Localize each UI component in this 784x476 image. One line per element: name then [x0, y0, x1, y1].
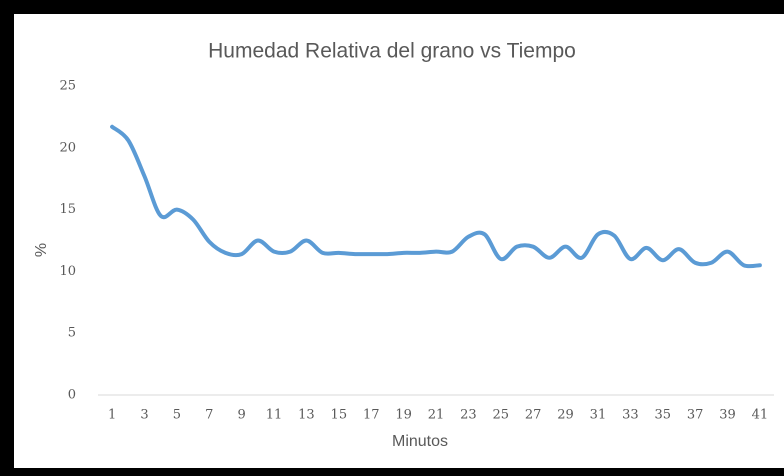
- y-tick-label: 0: [68, 388, 76, 403]
- x-tick-label: 21: [428, 408, 445, 423]
- x-tick-label: 19: [395, 408, 412, 423]
- x-tick-label: 23: [460, 408, 477, 423]
- chart-title: Humedad Relativa del grano vs Tiempo: [208, 40, 576, 63]
- x-tick-label: 13: [298, 408, 315, 423]
- x-tick-label: 11: [266, 408, 283, 423]
- x-tick-label: 3: [140, 408, 148, 423]
- x-tick-label: 17: [363, 408, 380, 423]
- x-tick-label: 27: [525, 408, 542, 423]
- plot-background: [14, 14, 784, 468]
- x-tick-label: 33: [622, 408, 639, 423]
- y-tick-label: 20: [59, 140, 76, 155]
- x-tick-label: 41: [752, 408, 769, 423]
- line-series: [110, 124, 762, 269]
- y-axis-label: %: [33, 243, 50, 257]
- x-tick-label: 5: [173, 408, 181, 423]
- y-tick-label: 25: [59, 79, 76, 94]
- y-tick-label: 15: [59, 202, 76, 217]
- y-tick-label: 5: [68, 326, 76, 341]
- y-tick-label: 10: [59, 264, 76, 279]
- x-tick-label: 35: [654, 408, 671, 423]
- x-tick-label: 37: [687, 408, 704, 423]
- x-tick-label: 31: [590, 408, 607, 423]
- x-tick-label: 39: [719, 408, 736, 423]
- x-tick-label: 15: [331, 408, 348, 423]
- x-tick-label: 9: [238, 408, 246, 423]
- x-tick-label: 29: [557, 408, 574, 423]
- x-axis-label: Minutos: [392, 433, 448, 450]
- x-tick-label: 1: [108, 408, 116, 423]
- x-tick-label: 7: [205, 408, 213, 423]
- x-tick-label: 25: [493, 408, 510, 423]
